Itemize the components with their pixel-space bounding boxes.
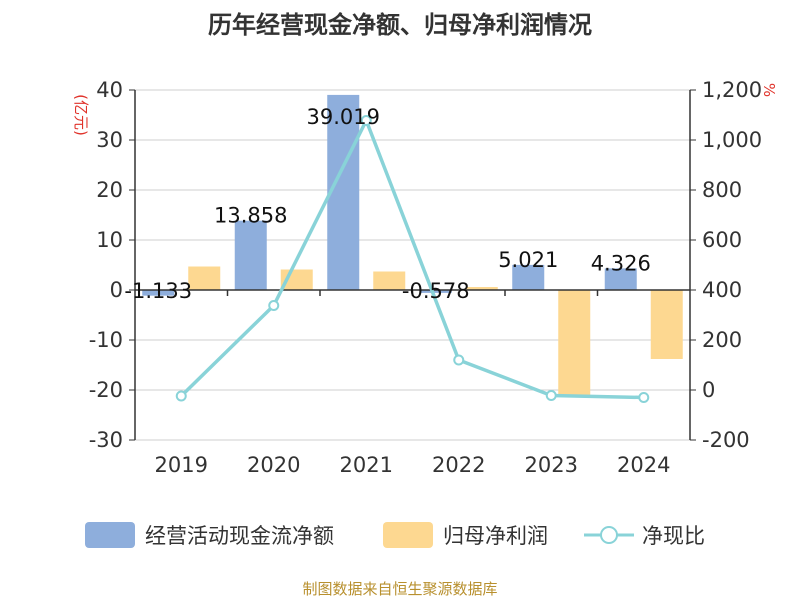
- legend: 经营活动现金流净额 归母净利润 净现比: [85, 522, 705, 548]
- axes: [134, 90, 691, 440]
- bar-net-profit-2024: [650, 290, 683, 359]
- bar-net-profit-2019: [188, 266, 221, 290]
- left-tick-label: -30: [89, 428, 123, 452]
- bars: [142, 94, 683, 395]
- left-tick-label: -20: [89, 378, 123, 402]
- bar-cash-flow-2021: [327, 94, 360, 290]
- x-tick-label-2020: 2020: [247, 453, 300, 477]
- ratio-point-2023: [545, 390, 557, 401]
- right-tick-label: 800: [702, 178, 742, 202]
- data-label-cash-flow-2023: 5.021: [498, 248, 558, 272]
- source-note: 制图数据来自恒生聚源数据库: [302, 580, 497, 598]
- legend-item-net-profit[interactable]: 归母净利润: [383, 522, 548, 548]
- right-tick-label: 1,000: [702, 128, 762, 152]
- data-label-cash-flow-2022: -0.578: [402, 279, 470, 303]
- ratio-point-2022: [453, 354, 465, 366]
- ratio-point-2019: [175, 390, 187, 402]
- right-axis-unit: %: [760, 83, 778, 97]
- x-tick-label-2024: 2024: [617, 453, 670, 477]
- right-tick-label: 200: [702, 328, 742, 352]
- x-tick-label-2023: 2023: [525, 453, 578, 477]
- right-tick-label: -200: [702, 428, 750, 452]
- left-axis-unit: (亿元): [72, 94, 90, 136]
- x-tick-label-2019: 2019: [155, 453, 208, 477]
- left-tick-label: -10: [89, 328, 123, 352]
- bar-cash-flow-2022: [419, 290, 452, 293]
- bar-net-profit-2021: [373, 271, 406, 290]
- bar-cash-flow-2020: [234, 220, 267, 290]
- data-label-cash-flow-2019: -1.133: [124, 279, 192, 303]
- x-tick-label-2021: 2021: [340, 453, 393, 477]
- legend-label-ratio: 净现比: [642, 524, 705, 548]
- ratio-polyline: [180, 118, 644, 400]
- bar-cash-flow-2024: [604, 268, 637, 290]
- ratio-line: [175, 115, 650, 403]
- legend-label-cash-flow: 经营活动现金流净额: [145, 524, 334, 548]
- left-tick-label: 30: [96, 128, 123, 152]
- left-tick-label: 10: [96, 228, 123, 252]
- right-tick-label: 600: [702, 228, 742, 252]
- legend-label-net-profit: 归母净利润: [443, 524, 548, 548]
- right-tick-label: 400: [702, 278, 742, 302]
- legend-swatch-net-profit: [383, 522, 433, 548]
- bar-net-profit-2023: [558, 290, 591, 395]
- ratio-point-2020: [268, 300, 280, 311]
- data-label-cash-flow-2021: 39.019: [307, 105, 380, 129]
- bar-cash-flow-2023: [512, 264, 545, 290]
- left-tick-label: 40: [96, 78, 123, 102]
- right-tick-label: 1,200: [702, 78, 762, 102]
- left-tick-label: 20: [96, 178, 123, 202]
- ratio-point-2021: [360, 115, 372, 126]
- left-axis-ticks: 40 30 20 10 0 -10 -20 -30: [89, 78, 135, 452]
- data-labels: -1.133 13.858 39.019 -0.578 5.021 4.326: [124, 105, 650, 303]
- data-label-cash-flow-2024: 4.326: [591, 251, 651, 275]
- ratio-point-2024: [638, 392, 650, 403]
- right-tick-label: 0: [702, 378, 715, 402]
- left-tick-label: 0: [110, 278, 123, 302]
- chart-title: 历年经营现金净额、归母净利润情况: [208, 11, 592, 39]
- legend-swatch-cash-flow: [85, 522, 135, 548]
- legend-item-ratio[interactable]: 净现比: [584, 524, 705, 548]
- bar-net-profit-2022: [465, 287, 498, 290]
- right-axis-ticks: 1,200 1,000 800 600 400 200 0 -200: [690, 78, 762, 452]
- legend-swatch-ratio-marker: [600, 526, 618, 544]
- legend-item-cash-flow[interactable]: 经营活动现金流净额: [85, 522, 334, 548]
- x-tick-label-2022: 2022: [432, 453, 485, 477]
- x-axis-ticks: 2019 2020 2021 2022 2023 2024: [155, 453, 671, 477]
- data-label-cash-flow-2020: 13.858: [214, 204, 287, 228]
- bar-cash-flow-2019: [142, 290, 175, 296]
